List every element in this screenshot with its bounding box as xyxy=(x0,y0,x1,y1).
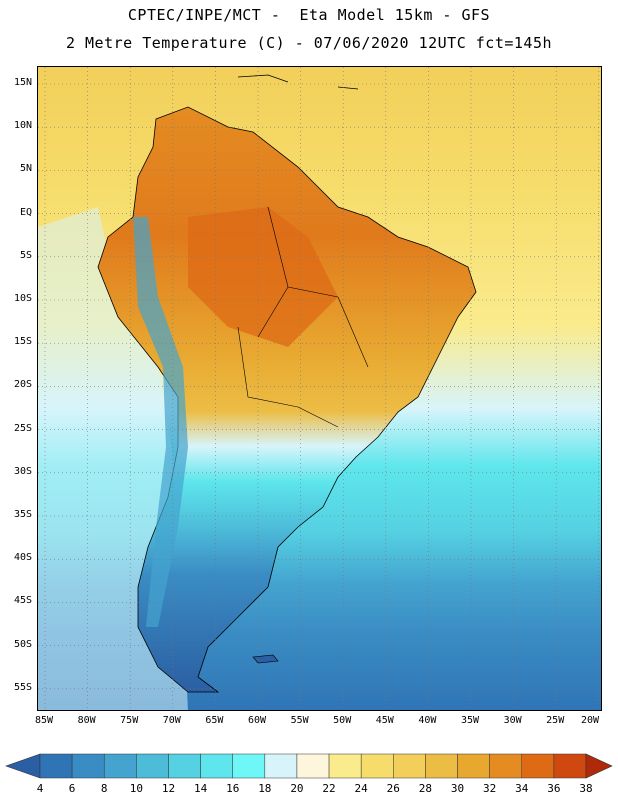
latitude-label: 10N xyxy=(13,120,32,132)
longitude-label: 35W xyxy=(460,715,480,726)
color-scale-bar xyxy=(5,753,613,779)
latitude-label: 35S xyxy=(13,509,32,520)
colorbar-swatch xyxy=(200,753,233,779)
colorbar-swatch xyxy=(39,753,73,779)
colorbar-swatch xyxy=(136,753,169,779)
longitude-label: 65W xyxy=(205,715,224,726)
longitude-label: 80W xyxy=(77,715,96,726)
colorbar-level-label: 28 xyxy=(418,782,433,795)
colorbar-high-arrow xyxy=(585,753,613,779)
colorbar-swatch xyxy=(168,753,201,779)
longitude-label: 85W xyxy=(34,715,54,726)
colorbar-level-label: 26 xyxy=(386,782,400,795)
colorbar-low-arrow xyxy=(5,753,41,779)
longitude-label: 50W xyxy=(333,715,352,726)
latitude-label: 20S xyxy=(13,379,32,391)
latitude-label: 5S xyxy=(19,249,32,261)
colorbar-level-label: 22 xyxy=(322,782,336,795)
colorbar-level-label: 34 xyxy=(515,782,529,795)
colorbar-swatch xyxy=(489,753,523,779)
colorbar-level-label: 38 xyxy=(579,782,593,795)
andes-cool-strip xyxy=(133,217,188,627)
colorbar-level-label: 36 xyxy=(547,782,561,795)
latitude-label: 40S xyxy=(13,552,32,564)
falkland-islands xyxy=(252,654,279,664)
colorbar-level-label: 30 xyxy=(450,782,465,795)
caribbean-islands xyxy=(237,74,359,90)
colorbar-swatch xyxy=(521,753,555,779)
longitude-label: 60W xyxy=(247,715,267,726)
colorbar-swatch xyxy=(425,753,458,779)
colorbar-level-label: 6 xyxy=(68,782,76,795)
latitude-label: 5N xyxy=(19,163,32,175)
map-subtitle: 2 Metre Temperature (C) - 07/06/2020 12U… xyxy=(65,34,553,52)
colorbar-level-label: 24 xyxy=(354,782,368,795)
latitude-label: 10S xyxy=(13,293,32,304)
colorbar-level-label: 32 xyxy=(483,782,497,795)
longitude-label: 30W xyxy=(503,715,522,726)
latitude-label: 25S xyxy=(13,422,32,434)
longitude-label: 25W xyxy=(546,715,565,726)
colorbar-level-label: 14 xyxy=(193,782,208,795)
colorbar-level-label: 16 xyxy=(226,782,240,795)
latitude-label: 30S xyxy=(13,465,32,477)
colorbar-swatch xyxy=(264,753,298,779)
longitude-label: 70W xyxy=(162,715,181,726)
longitude-label: 45W xyxy=(375,715,394,726)
colorbar-level-label: 8 xyxy=(100,782,108,795)
colorbar-level-label: 12 xyxy=(161,782,176,795)
colorbar-level-label: 20 xyxy=(290,782,304,795)
colorbar-swatch xyxy=(553,753,587,779)
latitude-label: 15S xyxy=(13,336,32,348)
colorbar-swatch xyxy=(71,753,105,779)
colorbar-swatch xyxy=(103,753,137,779)
latitude-label: 50S xyxy=(13,638,32,650)
map-title: CPTEC/INPE/MCT - Eta Model 15km - GFS xyxy=(127,6,491,24)
colorbar-swatch xyxy=(393,753,426,779)
colorbar-swatch xyxy=(457,753,490,779)
colorbar-level-label: 18 xyxy=(258,782,272,795)
temperature-map xyxy=(37,66,602,711)
latitude-label: EQ xyxy=(19,206,32,218)
colorbar-swatch xyxy=(360,753,394,779)
colorbar-swatch xyxy=(232,753,266,779)
colorbar-level-label: 10 xyxy=(129,782,143,795)
colorbar-swatch xyxy=(328,753,362,779)
longitude-label: 20W xyxy=(580,715,600,726)
latitude-label: 45S xyxy=(13,595,32,607)
colorbar-swatch xyxy=(296,753,330,779)
brazil-state-borders xyxy=(237,206,369,428)
latitude-label: 15N xyxy=(13,77,32,88)
latitude-label: 55S xyxy=(13,681,32,693)
longitude-label: 40W xyxy=(418,715,437,726)
longitude-label: 55W xyxy=(290,715,309,726)
colorbar-level-label: 4 xyxy=(36,782,44,795)
longitude-label: 75W xyxy=(120,715,139,726)
